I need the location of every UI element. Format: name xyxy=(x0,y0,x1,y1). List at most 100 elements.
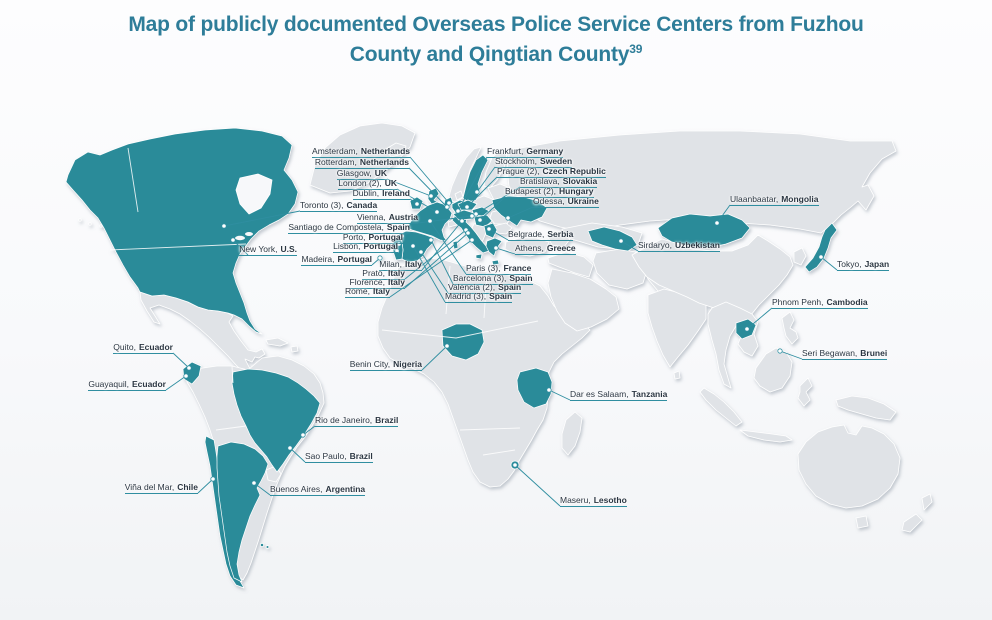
leader-line-buenos-aires xyxy=(253,482,271,496)
label-country: Spain xyxy=(386,222,410,232)
label-city: Glasgow, xyxy=(336,168,372,178)
country-philippines xyxy=(781,311,799,345)
map-label-sirdaryo: Sirdaryo, Uzbekistan xyxy=(638,240,720,252)
leader-line-vienna xyxy=(417,215,473,224)
leader-line-maseru xyxy=(514,464,561,507)
country-indochina xyxy=(707,301,759,389)
map-label-toronto: Toronto (3), Canada xyxy=(300,200,378,212)
country-iceland xyxy=(385,142,407,158)
label-country: UK xyxy=(374,168,387,178)
label-city: Phnom Penh, xyxy=(772,297,824,307)
label-city: Porto, xyxy=(342,232,366,242)
leader-line-budapest xyxy=(479,196,506,221)
map-label-sao-paulo: Sao Paulo, Brazil xyxy=(305,451,373,463)
footnote-reference: 39 xyxy=(629,42,643,57)
island-new-guinea xyxy=(835,395,897,421)
label-country: UK xyxy=(384,178,397,188)
label-country: Serbia xyxy=(547,229,574,239)
city-dot-athens xyxy=(493,245,499,251)
map-label-buenos-aires: Buenos Aires, Argentina xyxy=(270,484,366,496)
label-city: Stockholm, xyxy=(495,156,538,166)
label-city: New York, xyxy=(239,244,278,254)
city-dot-prague xyxy=(464,204,470,210)
title-line2: County and Qingtian County xyxy=(349,43,630,67)
map-label-madeira: Madeira, Portugal xyxy=(301,254,372,266)
map-label-seri-begawan: Seri Begawan, Brunei xyxy=(802,348,888,360)
leader-line-benin-city xyxy=(421,345,448,371)
label-city: Rotterdam, xyxy=(314,157,357,167)
city-dot-frankfurt xyxy=(455,208,461,214)
map-label-ulaanbaatar: Ulaanbaatar, Mongolia xyxy=(730,194,819,206)
country-levant-iraq xyxy=(547,251,594,278)
label-country: Portugal xyxy=(337,254,372,264)
map-label-quito: Quito, Ecuador xyxy=(113,342,173,354)
label-city: Dublin, xyxy=(352,188,380,198)
country-norway xyxy=(447,146,482,203)
label-city: Santiago de Compostela, xyxy=(288,222,384,232)
label-city: Milan, xyxy=(379,259,402,269)
country-hispaniola xyxy=(290,345,299,353)
label-country: Spain xyxy=(489,291,513,301)
label-country: Germany xyxy=(526,146,564,156)
label-country: Portugal xyxy=(363,241,398,251)
label-country: Ecuador xyxy=(131,379,166,389)
island-crete xyxy=(491,259,500,266)
label-country: Spain xyxy=(498,282,522,292)
label-city: Rio de Janeiro, xyxy=(315,415,373,425)
label-city: Lisbon, xyxy=(333,241,361,251)
label-city: Bratislava, xyxy=(520,176,560,186)
country-cuba xyxy=(265,337,289,347)
map-label-benin-city: Benin City, Nigeria xyxy=(349,359,422,371)
island-borneo xyxy=(753,347,793,393)
label-country: Canada xyxy=(346,200,378,210)
label-city: Maseru, xyxy=(560,495,591,505)
map-label-guayaquil: Guayaquil, Ecuador xyxy=(88,379,166,391)
city-dot-rotterdam xyxy=(444,204,450,210)
city-dot-seri-begawan xyxy=(777,348,783,354)
country-brazil xyxy=(231,368,321,473)
country-madagascar xyxy=(561,411,583,456)
leader-line-rotterdam xyxy=(408,167,448,208)
leader-line-barcelona xyxy=(430,239,454,285)
label-country: Brazil xyxy=(349,451,373,461)
label-city: Athens, xyxy=(515,243,544,253)
label-country: Brazil xyxy=(375,415,399,425)
leader-line-dar-es-salaam xyxy=(548,389,571,401)
country-nigeria xyxy=(441,323,485,361)
label-country: Italy xyxy=(387,277,405,287)
label-country: U.S. xyxy=(280,244,297,254)
label-country: Uzbekistan xyxy=(675,240,720,250)
map-label-glasgow: Glasgow, UK xyxy=(336,168,387,180)
great-lake xyxy=(245,232,253,236)
leader-line-milan xyxy=(421,220,463,271)
leader-line-new-york xyxy=(232,239,249,256)
leader-lines-and-dots xyxy=(165,156,838,507)
label-city: Ulaanbaatar, xyxy=(730,194,779,204)
label-country: Netherlands xyxy=(359,157,409,167)
label-country: Ireland xyxy=(382,188,410,198)
leader-line-ulaanbaatar xyxy=(716,204,731,224)
hudson-bay xyxy=(235,173,273,215)
city-dot-toronto xyxy=(221,223,227,229)
country-finland xyxy=(483,149,508,189)
label-city: Madrid (3), xyxy=(445,291,487,301)
city-dot-guayaquil xyxy=(183,373,189,379)
country-japan xyxy=(804,222,838,273)
label-country: Tanzania xyxy=(631,389,668,399)
map-label-rome: Rome, Italy xyxy=(344,286,390,298)
city-dot-odessa xyxy=(505,215,511,221)
city-dot-new-york xyxy=(230,237,236,243)
country-korea xyxy=(793,247,807,266)
map-label-dar-es-salaam: Dar es Salaam, Tanzania xyxy=(570,389,668,401)
label-country: Chile xyxy=(177,482,198,492)
island-falkland xyxy=(265,545,270,549)
map-label-valencia: Valencia (2), Spain xyxy=(448,282,522,294)
city-dot-rio-de-janeiro xyxy=(300,432,306,438)
city-dot-dublin xyxy=(414,201,420,207)
label-country: Italy xyxy=(404,259,422,269)
city-dot-milan xyxy=(459,218,465,224)
leader-line-amsterdam xyxy=(409,156,450,204)
map-label-vienna: Vienna, Austria xyxy=(357,212,418,224)
map-label-madrid: Madrid (3), Spain xyxy=(445,291,513,303)
